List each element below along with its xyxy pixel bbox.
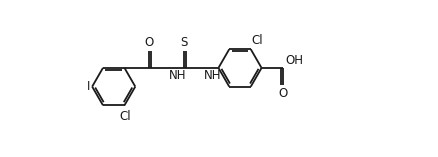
Text: O: O bbox=[144, 36, 153, 49]
Text: I: I bbox=[86, 80, 90, 93]
Text: OH: OH bbox=[285, 54, 303, 67]
Text: Cl: Cl bbox=[251, 34, 262, 47]
Text: O: O bbox=[278, 87, 287, 100]
Text: S: S bbox=[180, 36, 187, 49]
Text: Cl: Cl bbox=[119, 110, 131, 123]
Text: NH: NH bbox=[169, 69, 186, 82]
Text: NH: NH bbox=[203, 69, 221, 82]
